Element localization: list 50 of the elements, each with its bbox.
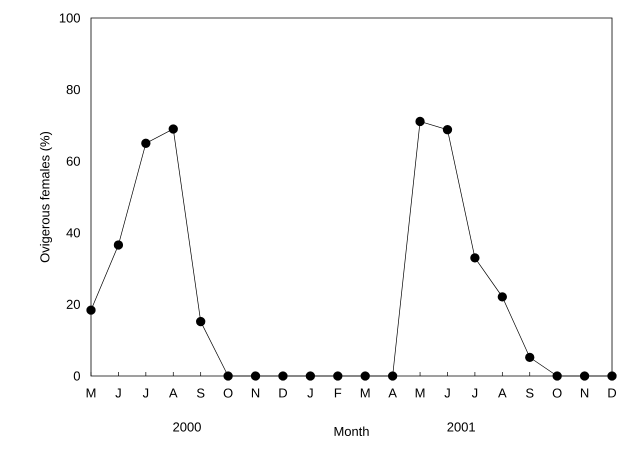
y-tick-label: 100 (60, 13, 80, 23)
x-tick-label: F (334, 388, 342, 398)
x-tick-label: J (142, 388, 148, 398)
y-axis-title: Ovigerous females (%) (40, 132, 52, 262)
point (168, 124, 178, 134)
point (552, 371, 562, 381)
point (415, 116, 425, 126)
x-tick-label: D (279, 388, 288, 398)
x-tick-label: A (388, 388, 397, 398)
text: 2001 (447, 422, 475, 432)
y-tick-label: 0 (74, 371, 80, 381)
x-tick-label: D (608, 388, 616, 398)
x-tick-label: A (498, 388, 507, 398)
x-tick-label: J (444, 388, 450, 398)
x-tick-label: J (115, 388, 121, 398)
x-tick-label: S (526, 388, 534, 398)
point (278, 371, 288, 381)
x-tick-label: O (224, 388, 233, 398)
point (360, 371, 370, 381)
y-tick-label: 40 (66, 228, 80, 238)
point (196, 316, 206, 326)
x-tick-label: N (252, 388, 260, 398)
x-tick-label: J (307, 388, 313, 398)
x-tick-label: J (472, 388, 478, 398)
x-tick-label: M (86, 388, 96, 398)
y-tick-label: 80 (66, 85, 80, 94)
point (250, 371, 260, 381)
point (607, 371, 617, 381)
x-tick-label: S (196, 388, 204, 398)
y-tick-label: 60 (66, 156, 80, 166)
x-axis-title: Month (334, 426, 369, 436)
y-tick-label: 20 (66, 300, 80, 309)
x-tick-label: M (360, 388, 370, 398)
x-tick-label: A (168, 388, 178, 398)
x-tick-label: N (580, 388, 588, 398)
point (86, 305, 96, 315)
point (141, 138, 150, 148)
point (333, 371, 342, 381)
point (388, 371, 398, 381)
point (498, 292, 507, 302)
point (442, 125, 452, 134)
point (470, 253, 480, 263)
point (525, 352, 534, 362)
point (223, 371, 233, 381)
point (114, 240, 124, 250)
x-tick-label: M (416, 388, 424, 398)
point (580, 371, 590, 381)
point (306, 371, 316, 381)
text: 2000 (173, 422, 201, 432)
x-tick-label: O (552, 388, 562, 398)
